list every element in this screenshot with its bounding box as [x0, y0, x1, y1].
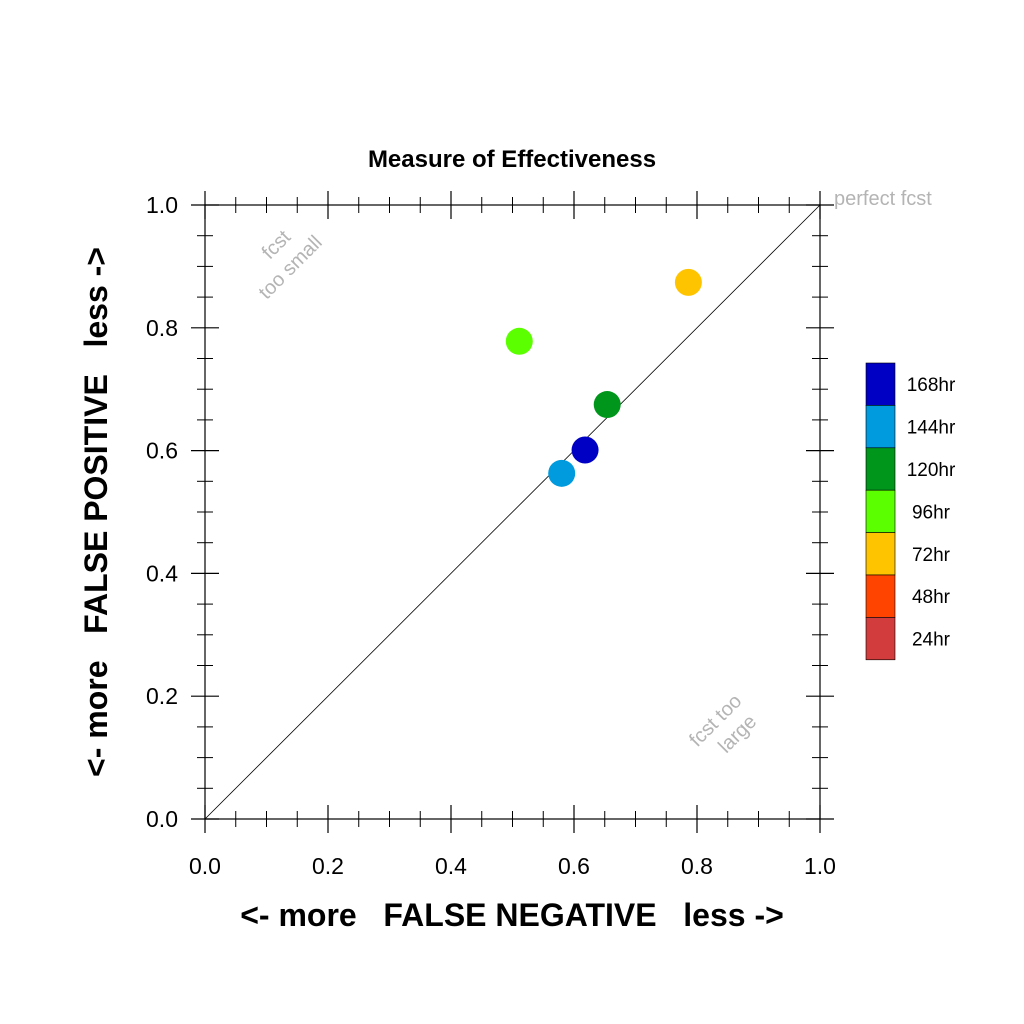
y-tick-label: 0.6: [146, 438, 178, 464]
plot-frame: [204, 204, 821, 820]
x-tick-label: 0.8: [681, 853, 713, 879]
legend-swatch-168hr: [865, 362, 896, 406]
legend: 168hr 144hr 120hr 96hr 72hr 48hr 24hr: [865, 362, 956, 661]
point-72hr: [674, 268, 702, 296]
point-96hr: [505, 327, 533, 355]
legend-swatch-144hr: [865, 405, 896, 449]
perfect-forecast-label: perfect fcst: [834, 188, 932, 210]
y-tick-label: 0.0: [146, 806, 178, 832]
y-tick-label: 1.0: [146, 192, 178, 218]
data-points: [505, 268, 702, 487]
legend-label-48hr: 48hr: [912, 587, 951, 608]
point-144hr: [548, 459, 576, 487]
x-tick-label: 0.6: [558, 853, 590, 879]
legend-label-96hr: 96hr: [912, 502, 951, 523]
legend-swatch-24hr: [865, 617, 896, 661]
legend-label-144hr: 144hr: [907, 418, 956, 439]
legend-swatch-48hr: [865, 574, 896, 618]
chart-title: Measure of Effectiveness: [368, 146, 656, 173]
legend-swatch-120hr: [865, 447, 896, 491]
too-small-annotation: fcst too small: [255, 226, 327, 304]
y-tick-labels: 0.0 0.2 0.4 0.6 0.8 1.0: [146, 192, 178, 832]
y-axis-title: <- more FALSE POSITIVE less ->: [78, 247, 114, 777]
legend-label-72hr: 72hr: [912, 545, 951, 566]
point-120hr: [593, 391, 621, 419]
legend-label-24hr: 24hr: [912, 630, 951, 651]
y-tick-label: 0.4: [146, 560, 178, 586]
point-168hr: [571, 436, 599, 464]
x-tick-label: 0.4: [435, 853, 467, 879]
y-tick-label: 0.8: [146, 315, 178, 341]
perfect-forecast-line: [204, 204, 821, 820]
too-large-annotation: fcst too large: [685, 690, 761, 758]
legend-label-168hr: 168hr: [907, 375, 956, 396]
legend-label-120hr: 120hr: [907, 460, 956, 481]
x-tick-labels: 0.0 0.2 0.4 0.6 0.8 1.0: [189, 853, 836, 879]
x-tick-label: 0.2: [312, 853, 344, 879]
x-tick-label: 0.0: [189, 853, 221, 879]
y-tick-label: 0.2: [146, 683, 178, 709]
x-tick-label: 1.0: [804, 853, 836, 879]
x-axis-title: <- more FALSE NEGATIVE less ->: [240, 897, 784, 933]
legend-swatch-96hr: [865, 489, 896, 533]
legend-swatch-72hr: [865, 532, 896, 576]
